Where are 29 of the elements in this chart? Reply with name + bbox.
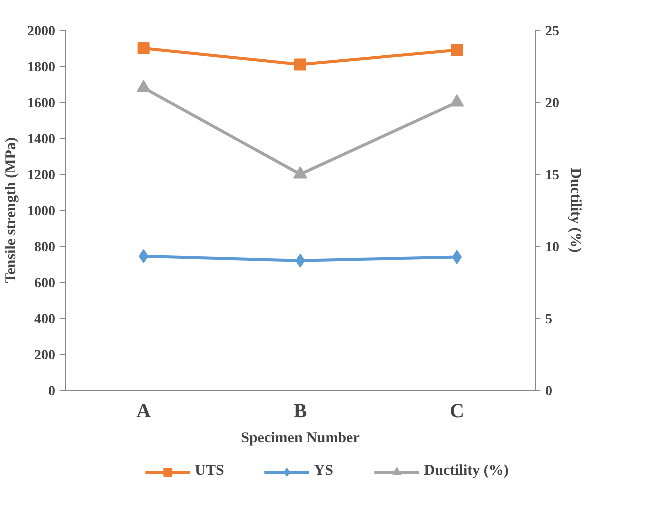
y2-tick-label: 25 <box>546 24 560 40</box>
x-tick-label: C <box>450 400 464 422</box>
y-tick-label: 800 <box>34 240 56 256</box>
legend-label: YS <box>314 463 334 480</box>
legend-label: UTS <box>195 463 224 480</box>
legend-label: Ductility (%) <box>424 463 509 480</box>
x-tick-label: B <box>294 400 308 422</box>
y-tick-label: 1800 <box>28 60 56 76</box>
y-tick-label: 0 <box>48 384 56 400</box>
y-tick-label: 1600 <box>28 96 56 112</box>
x-axis-title: Specimen Number <box>241 430 360 446</box>
point <box>451 44 464 56</box>
y-axis-title: Tensile strength (MPa) <box>4 138 20 284</box>
y2-tick-label: 0 <box>546 384 552 400</box>
y2-tick-label: 5 <box>546 312 552 328</box>
y-tick-label: 1200 <box>28 168 56 184</box>
y-tick-label: 400 <box>34 312 56 328</box>
y2-tick-label: 20 <box>546 96 560 112</box>
y-tick-label: 1000 <box>28 204 56 220</box>
y-tick-label: 2000 <box>28 24 56 40</box>
y2-axis-title: Ductility (%) <box>568 168 584 253</box>
y-tick-label: 600 <box>34 276 56 292</box>
y-tick-label: 1400 <box>28 132 56 148</box>
y2-tick-label: 10 <box>546 240 560 256</box>
y-tick-label: 200 <box>34 348 56 364</box>
y2-tick-label: 15 <box>546 168 560 184</box>
point <box>294 58 306 71</box>
x-tick-label: A <box>136 400 152 422</box>
point <box>138 42 150 54</box>
